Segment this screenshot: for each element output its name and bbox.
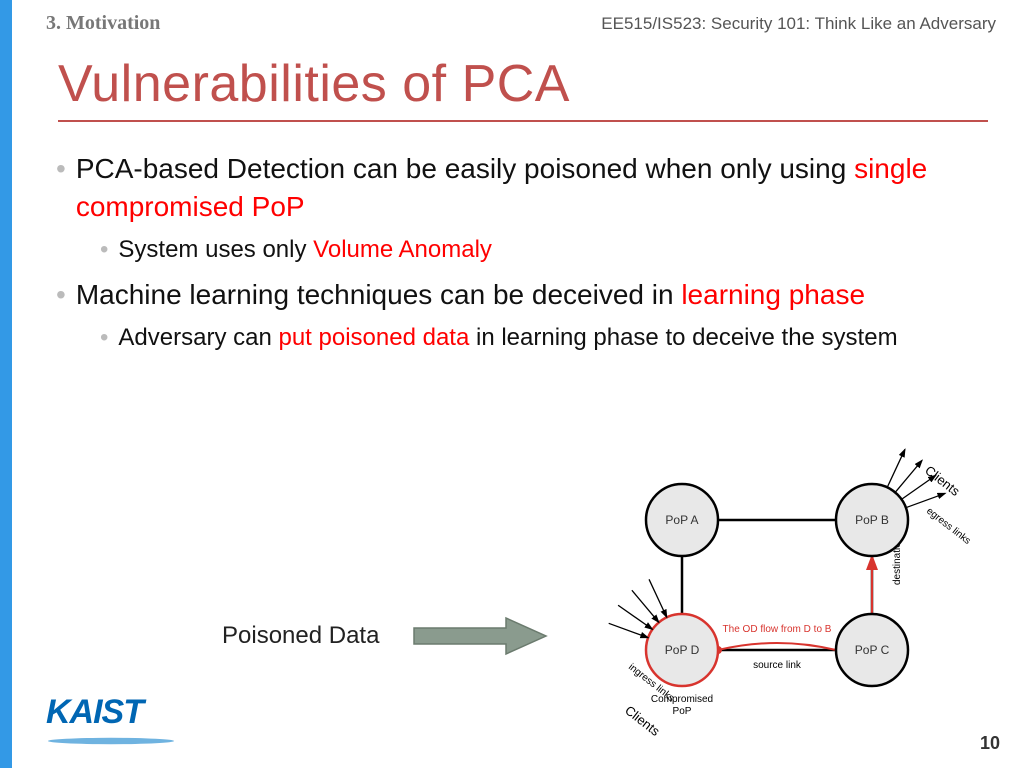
svg-text:Clients: Clients (622, 703, 663, 740)
bullet-text: Adversary can put poisoned data in learn… (118, 322, 897, 354)
bullet-text: System uses only Volume Anomaly (118, 234, 492, 266)
page-number: 10 (980, 733, 1000, 754)
network-diagram: The OD flow from D to Bsource linkdestin… (572, 440, 1002, 740)
bullet-dot-icon: • (56, 276, 66, 314)
section-label: 3. Motivation (46, 12, 160, 35)
poisoned-data-label: Poisoned Data (222, 622, 379, 650)
svg-text:PoP C: PoP C (855, 643, 890, 657)
logo-text: KAIST (46, 693, 176, 732)
logo-underline-icon (46, 737, 176, 745)
bullet-dot-icon: • (56, 150, 66, 188)
bullet-text: PCA-based Detection can be easily poison… (76, 150, 988, 226)
svg-text:PoP: PoP (673, 706, 692, 717)
svg-text:egress links: egress links (924, 506, 972, 547)
bullet-text: Machine learning techniques can be decei… (76, 276, 865, 314)
title-underline (58, 120, 988, 122)
svg-text:PoP B: PoP B (855, 513, 889, 527)
bullet-dot-icon: • (100, 234, 108, 266)
content-area: • PCA-based Detection can be easily poiso… (56, 150, 988, 364)
bullet-dot-icon: • (100, 322, 108, 354)
svg-text:PoP D: PoP D (665, 643, 700, 657)
kaist-logo: KAIST (46, 693, 176, 750)
poisoned-arrow-icon (410, 614, 550, 663)
bullet-level-1: • Machine learning techniques can be dece… (56, 276, 988, 314)
svg-text:source link: source link (753, 660, 802, 671)
course-label: EE515/IS523: Security 101: Think Like an… (601, 14, 996, 34)
bullet-level-2: • System uses only Volume Anomaly (100, 234, 988, 266)
slide-title: Vulnerabilities of PCA (58, 54, 570, 114)
bullet-level-1: • PCA-based Detection can be easily poiso… (56, 150, 988, 226)
bullet-level-2: • Adversary can put poisoned data in lear… (100, 322, 988, 354)
svg-text:PoP A: PoP A (665, 513, 698, 527)
svg-text:The OD flow from D to B: The OD flow from D to B (723, 624, 832, 635)
